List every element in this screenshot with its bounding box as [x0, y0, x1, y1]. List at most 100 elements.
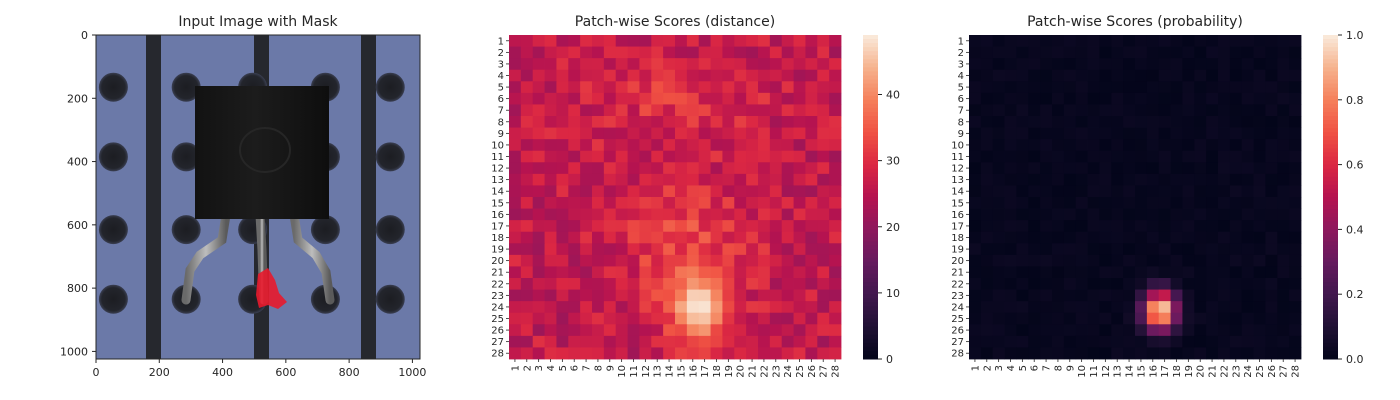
heatmap-cell [1040, 92, 1053, 105]
row-tick-label: 13 [951, 175, 964, 186]
heatmap-cell [1016, 35, 1029, 47]
heatmap-cell [1028, 104, 1041, 117]
heatmap-cell [817, 104, 830, 117]
heatmap-cell [817, 116, 830, 128]
heatmap-cell [1170, 116, 1183, 128]
colorbar-segment [1323, 188, 1338, 194]
heatmap-cell [509, 46, 522, 59]
board-hole [98, 142, 128, 172]
heatmap-cell [1087, 289, 1100, 302]
heatmap-cell [1087, 231, 1100, 244]
heatmap-cell [615, 335, 628, 348]
heatmap-cell [1182, 150, 1195, 163]
heatmap-cell [1194, 139, 1207, 152]
heatmap-cell [710, 254, 723, 267]
heatmap-cell [1063, 150, 1077, 163]
colorbar-segment [863, 103, 878, 109]
heatmap-cell [1135, 139, 1148, 152]
heatmap-cell [805, 254, 818, 267]
heatmap-cell [1229, 92, 1243, 105]
heatmap-cell [1016, 347, 1029, 360]
heatmap-cell [651, 231, 664, 244]
heatmap-cell [603, 266, 617, 279]
heatmap-cell [1253, 278, 1266, 290]
heatmap-cell [1289, 104, 1302, 117]
heatmap-cell [580, 104, 593, 117]
colorbar-segment [863, 209, 878, 214]
probability-heatmap-row-labels: 1234567891011121314151617181920212223242… [951, 36, 969, 360]
heatmap-cell [793, 197, 806, 209]
heatmap-cell [817, 335, 830, 348]
heatmap-cell [1229, 278, 1243, 290]
heatmap-cell [615, 116, 628, 128]
colorbar-segment [1323, 87, 1338, 93]
heatmap-cell [1241, 335, 1254, 348]
heatmap-cell [969, 335, 982, 348]
heatmap-cell [568, 150, 581, 163]
x-tick-label: 400 [212, 366, 233, 379]
heatmap-cell [1146, 335, 1160, 348]
heatmap-cell [758, 116, 771, 128]
heatmap-cell [556, 197, 569, 209]
colorbar-segment [863, 128, 878, 133]
heatmap-cell [734, 289, 747, 302]
heatmap-cell [1277, 173, 1290, 186]
heatmap-cell [1158, 312, 1171, 325]
heatmap-cell [1265, 139, 1278, 152]
heatmap-cell [1004, 58, 1017, 71]
heatmap-cell [710, 173, 723, 186]
heatmap-cell [651, 347, 664, 360]
heatmap-cell [639, 116, 652, 128]
heatmap-cell [746, 92, 759, 105]
row-tick-label: 2 [958, 48, 964, 59]
heatmap-cell [817, 312, 830, 325]
heatmap-cell [651, 289, 664, 302]
heatmap-cell [592, 243, 605, 256]
heatmap-cell [603, 254, 617, 267]
heatmap-cell [829, 266, 842, 279]
heatmap-cell [1158, 81, 1171, 94]
heatmap-cell [627, 324, 640, 337]
heatmap-cell [603, 289, 617, 302]
row-tick-label: 27 [951, 337, 964, 348]
heatmap-cell [1206, 278, 1219, 290]
heatmap-cell [1229, 289, 1243, 302]
row-tick-label: 24 [491, 302, 504, 313]
row-tick-label: 13 [491, 175, 504, 186]
heatmap-cell [829, 335, 842, 348]
heatmap-cell [1135, 335, 1148, 348]
heatmap-cell [675, 104, 688, 117]
heatmap-cell [758, 150, 771, 163]
heatmap-cell [627, 208, 640, 221]
heatmap-cell [1158, 162, 1171, 175]
heatmap-cell [651, 69, 664, 82]
heatmap-cell [1052, 46, 1065, 59]
heatmap-cell [615, 347, 628, 360]
heatmap-cell [1004, 139, 1017, 152]
heatmap-cell [1194, 301, 1207, 314]
heatmap-cell [520, 231, 534, 244]
heatmap-cell [781, 208, 794, 221]
heatmap-cell [1135, 81, 1148, 94]
heatmap-cell [651, 197, 664, 209]
heatmap-cell [592, 301, 605, 314]
heatmap-cell [992, 35, 1005, 47]
heatmap-cell [580, 92, 593, 105]
heatmap-cell [769, 289, 783, 302]
colorbar-segment [863, 229, 878, 234]
heatmap-cell [568, 220, 581, 233]
heatmap-cell [675, 139, 688, 152]
heatmap-cell [592, 347, 605, 360]
heatmap-cell [1194, 335, 1207, 348]
heatmap-cell [675, 254, 688, 267]
heatmap-cell [1265, 289, 1278, 302]
heatmap-cell [615, 173, 628, 186]
colorbar-segment [863, 116, 878, 121]
heatmap-cell [793, 139, 806, 152]
heatmap-cell [1004, 35, 1017, 47]
heatmap-cell [1111, 116, 1124, 128]
colorbar-segment [863, 237, 878, 243]
heatmap-cell [544, 185, 557, 198]
heatmap-cell [1040, 35, 1053, 47]
heatmap-cell [568, 278, 581, 290]
